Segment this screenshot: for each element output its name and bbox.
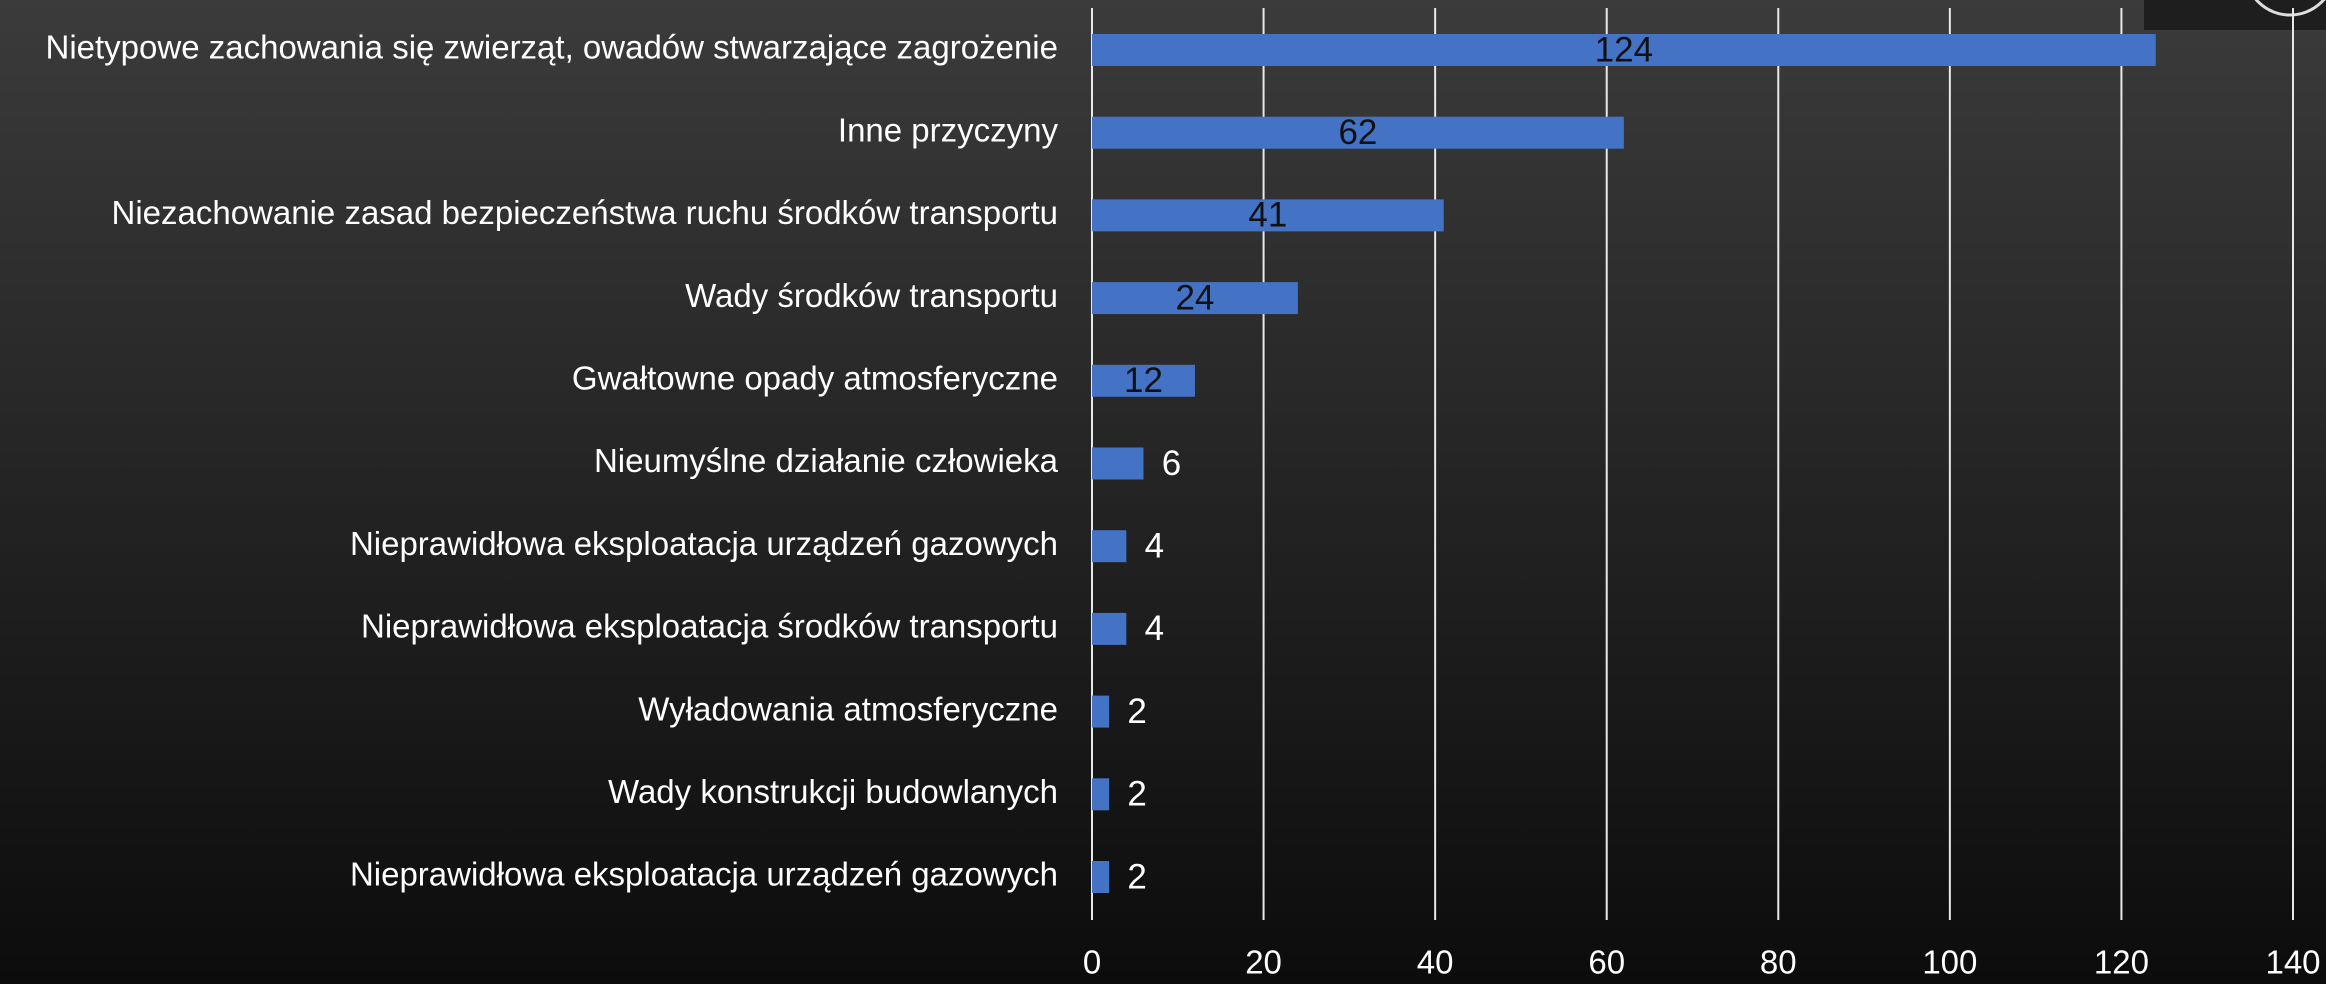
bar <box>1092 199 1444 232</box>
x-tick-label: 80 <box>1760 944 1797 981</box>
bar <box>1092 612 1127 645</box>
y-tick-label: Gwałtowne opady atmosferyczne <box>572 360 1058 397</box>
x-tick-label: 120 <box>2094 944 2149 981</box>
bar <box>1092 364 1195 397</box>
y-tick-label: Nieprawidłowa eksploatacja urządzeń gazo… <box>350 525 1058 562</box>
bar <box>1092 447 1144 480</box>
bar <box>1092 778 1110 811</box>
data-label: 62 <box>1338 113 1377 152</box>
data-label: 24 <box>1175 278 1214 317</box>
data-label: 4 <box>1145 526 1164 565</box>
y-tick-label: Inne przyczyny <box>838 111 1059 148</box>
y-tick-label: Wady konstrukcji budowlanych <box>608 773 1058 810</box>
x-tick-label: 140 <box>2265 944 2320 981</box>
logo <box>2254 0 2326 17</box>
x-tick-label: 0 <box>1083 944 1101 981</box>
x-tick-label: 40 <box>1417 944 1454 981</box>
y-tick-label: Nieumyślne działanie człowieka <box>594 442 1059 479</box>
data-label: 41 <box>1248 196 1287 235</box>
bar <box>1092 282 1298 315</box>
x-tick-label: 100 <box>1922 944 1977 981</box>
bar <box>1092 695 1110 728</box>
data-label: 124 <box>1595 30 1653 69</box>
data-label: 12 <box>1124 361 1163 400</box>
y-tick-label: Niezachowanie zasad bezpieczeństwa ruchu… <box>111 194 1058 231</box>
data-label: 2 <box>1127 857 1146 896</box>
x-tick-label: 20 <box>1245 944 1282 981</box>
y-tick-label: Wyładowania atmosferyczne <box>638 690 1058 727</box>
bar <box>1092 861 1110 893</box>
data-label: 2 <box>1127 692 1146 731</box>
data-label: 6 <box>1162 444 1181 483</box>
y-tick-label: Wady środków transportu <box>685 277 1058 314</box>
y-tick-label: Nieprawidłowa eksploatacja środków trans… <box>361 608 1058 645</box>
bar <box>1092 116 1624 149</box>
y-tick-label: Nietypowe zachowania się zwierząt, owadó… <box>46 29 1059 66</box>
bar <box>1092 530 1127 563</box>
y-tick-label: Nieprawidłowa eksploatacja urządzeń gazo… <box>350 856 1058 893</box>
data-label: 4 <box>1145 609 1164 648</box>
data-label: 2 <box>1127 775 1146 814</box>
bar <box>1092 34 2156 66</box>
x-tick-label: 60 <box>1588 944 1625 981</box>
